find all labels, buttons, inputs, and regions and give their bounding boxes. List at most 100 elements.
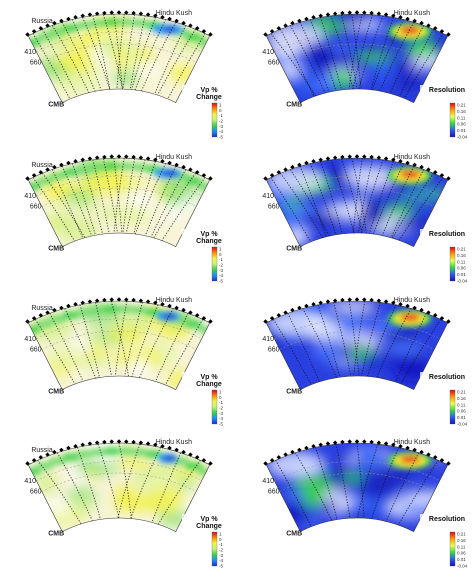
colorbar-tick-label: -0.04: [457, 135, 468, 140]
colorbar-tick-label: 0.16: [457, 538, 466, 543]
colorbar-tick-label: -1: [219, 542, 223, 547]
depth-660-line: [279, 330, 435, 350]
colorbar-tick-label: 0.06: [457, 409, 466, 414]
colorbar: Resolution 0.210.160.11 0.060.01 -0.04: [420, 514, 468, 570]
depth-660-line: [279, 187, 435, 207]
depth-660-line: [41, 43, 197, 63]
ray-paths: [270, 158, 444, 243]
depth-660-line: [41, 187, 197, 207]
colorbar-tick-label: 0.16: [457, 109, 466, 114]
place-label-russia: Russia: [31, 162, 53, 169]
colorbar-tick-label: 0.06: [457, 266, 466, 271]
colorbar-tick-label: -2: [219, 548, 223, 553]
depth-label-660: 660: [30, 347, 42, 354]
station-markers: [25, 154, 213, 181]
panel-res-row-4: Hindu Kush 410 660 CMB Resolution 0.210.160.1…: [262, 439, 468, 570]
cmb-label: CMB: [48, 246, 64, 253]
colorbar-title: Resolution: [429, 516, 465, 523]
colorbar-tick-label: 0.21: [457, 390, 466, 395]
colorbar-tick-label: 0.01: [457, 128, 466, 133]
section-image: [28, 443, 210, 532]
cmb-label: CMB: [48, 531, 64, 538]
colorbar-tick-label: 1: [219, 532, 222, 537]
ray-paths: [32, 158, 206, 242]
place-label-russia: Russia: [31, 305, 53, 312]
place-label-russia: Russia: [31, 447, 53, 454]
place-label-russia: Russia: [31, 18, 53, 25]
colorbar-tick-label: 0: [219, 537, 222, 542]
colorbar-tick-label: 0: [219, 395, 222, 400]
colorbar-tick-label: 0.11: [457, 402, 466, 407]
colorbar-tick-label: 0: [219, 252, 222, 257]
colorbar-tick-label: -2: [219, 263, 223, 268]
colorbar-title: Resolution: [429, 374, 465, 381]
colorbar: Vp %Change 10-1-2-3-4-5: [182, 229, 224, 285]
depth-label-410: 410: [262, 336, 274, 343]
colorbar: Vp %Change 10-1-2-3-4-5: [182, 85, 224, 141]
colorbar-tick-label: 0.11: [457, 259, 466, 264]
colorbar-tick-label: -4: [219, 558, 223, 563]
colorbar-subtitle: Change: [196, 381, 222, 388]
colorbar-tick-label: -5: [219, 422, 223, 427]
colorbar-tick-label: 1: [219, 103, 222, 108]
colorbar-tick-label: 0.11: [457, 115, 466, 120]
colorbar-tick-label: 0.21: [457, 532, 466, 537]
section-image: [266, 158, 448, 247]
cmb-label: CMB: [286, 102, 302, 109]
depth-410-line: [36, 175, 202, 197]
depth-label-410: 410: [24, 49, 36, 56]
colorbar-tick-label: -5: [219, 564, 223, 569]
station-markers: [25, 10, 213, 37]
colorbar: Resolution 0.210.160.11 0.060.01 -0.04: [420, 372, 468, 428]
colorbar-tick-label: 1: [219, 390, 222, 395]
place-label-hindu-kush: Hindu Kush: [394, 10, 430, 17]
panel-vp-row-3: Russia Hindu Kush 410 660 CMB Vp %Change 10-1 -…: [24, 297, 224, 428]
colorbar-tick-label: -4: [219, 129, 223, 134]
colorbar-tick-label: -4: [219, 416, 223, 421]
place-label-hindu-kush: Hindu Kush: [156, 297, 192, 304]
cmb-label: CMB: [286, 389, 302, 396]
colorbar-tick-label: 0.01: [457, 272, 466, 277]
cmb-label: CMB: [48, 389, 64, 396]
place-label-hindu-kush: Hindu Kush: [156, 154, 192, 161]
colorbar-tick-label: 0.11: [457, 544, 466, 549]
depth-label-660: 660: [30, 60, 42, 67]
station-markers: [263, 297, 451, 324]
station-markers: [25, 439, 213, 466]
colorbar-tick-label: -1: [219, 257, 223, 262]
colorbar-tick-label: -2: [219, 119, 223, 124]
depth-label-410: 410: [262, 478, 274, 485]
ray-paths: [37, 443, 201, 525]
section-image: [28, 158, 210, 247]
depth-label-410: 410: [24, 336, 36, 343]
colorbar-title: Vp %: [200, 87, 218, 94]
place-label-hindu-kush: Hindu Kush: [394, 154, 430, 161]
depth-660-line: [41, 472, 197, 492]
depth-660-line: [279, 43, 435, 63]
colorbar-tick-label: -3: [219, 268, 223, 273]
colorbar-subtitle: Change: [196, 94, 222, 101]
colorbar-tick-label: -5: [219, 135, 223, 140]
colorbar-tick-label: -3: [219, 553, 223, 558]
depth-410-line: [274, 460, 440, 482]
colorbar-title: Vp %: [200, 374, 218, 381]
colorbar-ramp: [211, 102, 218, 138]
colorbar-tick-label: -0.04: [457, 279, 468, 284]
depth-660-line: [279, 472, 435, 492]
depth-410-line: [274, 175, 440, 197]
place-label-hindu-kush: Hindu Kush: [156, 10, 192, 17]
depth-label-410: 410: [262, 193, 274, 200]
colorbar-tick-label: -1: [219, 400, 223, 405]
depth-label-660: 660: [268, 489, 280, 496]
colorbar-title: Vp %: [200, 231, 218, 238]
depth-label-660: 660: [268, 60, 280, 67]
colorbar-tick-label: -0.04: [457, 564, 468, 569]
depth-410-line: [36, 31, 202, 53]
section-image: [28, 13, 210, 103]
colorbar-tick-label: -0.04: [457, 422, 468, 427]
colorbar-tick-label: 0.06: [457, 551, 466, 556]
colorbar-title: Resolution: [429, 231, 465, 238]
panel-res-row-2: Hindu Kush 410 660 CMB Resolution 0.210.160.1…: [262, 154, 468, 285]
